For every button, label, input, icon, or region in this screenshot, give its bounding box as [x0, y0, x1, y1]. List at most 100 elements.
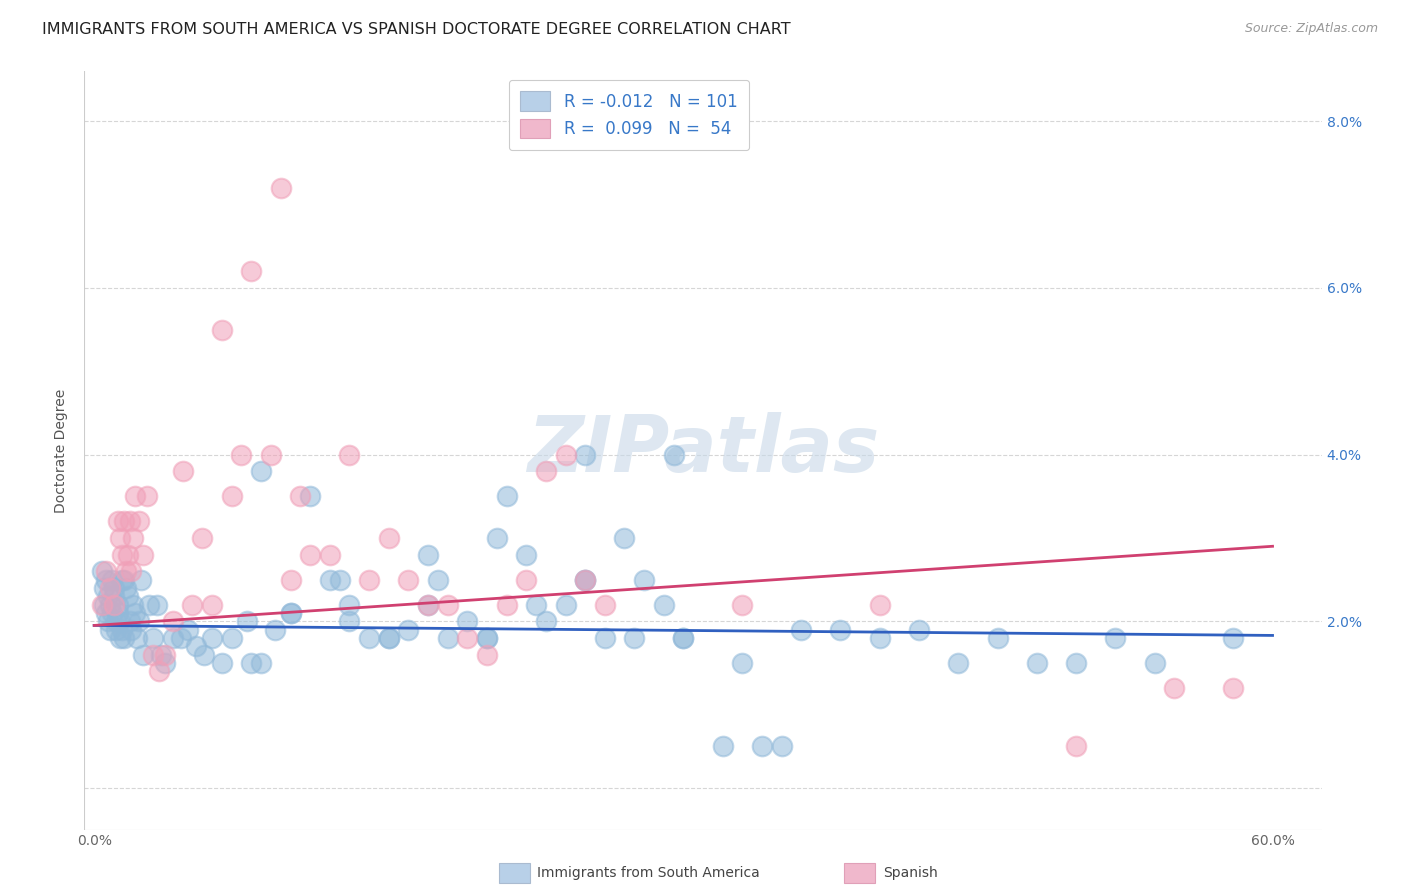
Point: [118, 614, 141, 628]
Point: [104, 623, 127, 637]
Point: [221, 489, 243, 503]
Point: [117, 548, 139, 562]
Point: [378, 631, 401, 645]
Point: [475, 631, 498, 645]
Point: [574, 573, 596, 587]
Point: [524, 598, 547, 612]
Point: [378, 531, 401, 545]
Point: [117, 589, 139, 603]
Point: [112, 514, 135, 528]
Point: [475, 648, 498, 662]
Point: [574, 573, 596, 587]
Point: [132, 648, 155, 662]
Point: [1143, 656, 1166, 670]
Point: [485, 531, 508, 545]
Point: [221, 631, 243, 645]
Point: [1222, 631, 1244, 645]
Point: [908, 623, 931, 637]
Point: [118, 514, 141, 528]
Point: [146, 598, 169, 612]
Point: [948, 656, 970, 670]
Point: [250, 464, 273, 478]
Point: [122, 531, 145, 545]
Point: [711, 739, 734, 754]
Point: [456, 614, 478, 628]
Point: [136, 489, 159, 503]
Point: [112, 573, 135, 587]
Point: [633, 573, 655, 587]
Point: [111, 573, 134, 587]
Point: [359, 573, 381, 587]
Point: [250, 656, 273, 670]
Point: [339, 448, 361, 462]
Point: [103, 589, 125, 603]
Point: [94, 606, 117, 620]
Point: [108, 614, 131, 628]
Point: [652, 598, 675, 612]
Point: [201, 631, 224, 645]
Point: [1104, 631, 1126, 645]
Point: [396, 573, 419, 587]
Point: [416, 548, 439, 562]
Point: [169, 631, 191, 645]
Point: [231, 448, 253, 462]
Point: [149, 648, 172, 662]
Point: [121, 564, 143, 578]
Point: [495, 489, 517, 503]
Point: [396, 623, 419, 637]
Text: Immigrants from South America: Immigrants from South America: [537, 866, 759, 880]
Point: [515, 573, 537, 587]
Point: [111, 548, 134, 562]
Point: [260, 448, 283, 462]
Point: [108, 631, 131, 645]
Point: [593, 631, 616, 645]
Point: [299, 489, 322, 503]
Point: [142, 631, 165, 645]
Point: [731, 598, 754, 612]
Point: [1222, 681, 1244, 695]
Point: [101, 606, 124, 620]
Point: [107, 606, 129, 620]
Point: [111, 623, 134, 637]
Point: [672, 631, 695, 645]
Point: [436, 598, 458, 612]
Legend: R = -0.012   N = 101, R =  0.099   N =  54: R = -0.012 N = 101, R = 0.099 N = 54: [509, 79, 749, 150]
Y-axis label: Doctorate Degree: Doctorate Degree: [55, 388, 69, 513]
Point: [153, 656, 176, 670]
Point: [93, 581, 115, 595]
Point: [554, 448, 576, 462]
Point: [122, 598, 145, 612]
Point: [103, 598, 125, 612]
Point: [153, 648, 176, 662]
Point: [240, 264, 263, 278]
Point: [181, 598, 204, 612]
Point: [299, 548, 322, 562]
Point: [93, 598, 115, 612]
Point: [731, 656, 754, 670]
Point: [574, 573, 596, 587]
Point: [378, 631, 401, 645]
Point: [191, 531, 214, 545]
Point: [280, 573, 302, 587]
Point: [515, 548, 537, 562]
Point: [495, 598, 517, 612]
Point: [329, 573, 352, 587]
Point: [131, 573, 153, 587]
Point: [124, 606, 146, 620]
Point: [416, 598, 439, 612]
Point: [162, 614, 184, 628]
Point: [172, 464, 194, 478]
Point: [98, 623, 121, 637]
Point: [869, 598, 891, 612]
Point: [201, 598, 224, 612]
Point: [554, 598, 576, 612]
Point: [108, 531, 131, 545]
Point: [127, 631, 149, 645]
Point: [1025, 656, 1047, 670]
Point: [103, 581, 125, 595]
Point: [280, 606, 302, 620]
Point: [211, 656, 233, 670]
Point: [138, 598, 160, 612]
Point: [132, 548, 155, 562]
Text: Source: ZipAtlas.com: Source: ZipAtlas.com: [1244, 22, 1378, 36]
